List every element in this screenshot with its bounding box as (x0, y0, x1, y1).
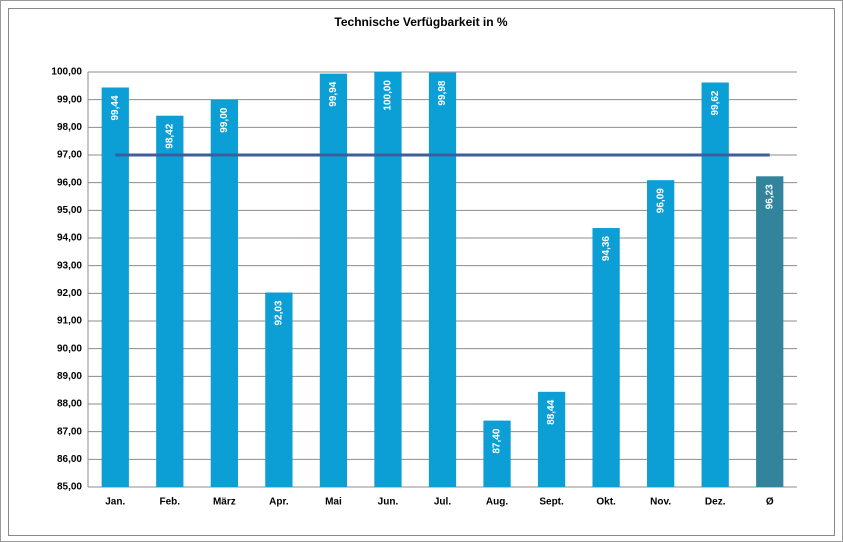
bar (374, 72, 402, 487)
x-tick-label: Sept. (539, 497, 564, 508)
data-label: 98,42 (164, 123, 175, 148)
x-tick-label: März (213, 497, 236, 508)
x-tick-label: Jun. (378, 497, 399, 508)
x-tick-label: Okt. (596, 497, 616, 508)
y-tick-label: 93,00 (57, 260, 82, 271)
bar (537, 391, 566, 487)
data-label: 87,40 (492, 428, 503, 453)
bar (210, 99, 238, 488)
y-tick-label: 86,00 (57, 454, 82, 465)
y-tick-label: 92,00 (57, 288, 82, 299)
x-tick-label: Apr. (269, 497, 289, 508)
x-tick-label: Jan. (105, 497, 125, 508)
data-label: 99,44 (110, 95, 121, 120)
bar (156, 115, 184, 488)
data-label: 99,62 (710, 90, 721, 115)
data-label: 99,98 (437, 80, 448, 105)
x-tick-label: Dez. (705, 497, 726, 508)
y-tick-label: 100,00 (51, 67, 82, 78)
bar (101, 87, 129, 487)
y-tick-label: 85,00 (57, 482, 82, 493)
x-tick-label: Feb. (160, 497, 181, 508)
y-tick-label: 94,00 (57, 233, 82, 244)
data-label: 88,44 (546, 399, 557, 424)
data-label: 99,00 (219, 107, 230, 132)
bar (265, 292, 293, 487)
y-tick-label: 90,00 (57, 343, 82, 354)
data-label: 94,36 (601, 236, 612, 261)
data-label: 100,00 (383, 80, 394, 111)
y-tick-label: 88,00 (57, 399, 82, 410)
x-tick-label: Aug. (486, 497, 508, 508)
x-tick-label: Jul. (434, 497, 451, 508)
bar (701, 82, 729, 487)
y-tick-label: 97,00 (57, 150, 82, 161)
bar (756, 176, 784, 487)
y-tick-label: 87,00 (57, 426, 82, 437)
chart-frame (8, 8, 835, 536)
y-tick-label: 98,00 (57, 122, 82, 133)
data-label: 96,09 (655, 188, 666, 213)
y-tick-label: 96,00 (57, 177, 82, 188)
chart-title: Technische Verfügbarkeit in % (334, 15, 507, 29)
x-tick-label: Ø (766, 497, 774, 508)
bar (428, 72, 457, 487)
bar (483, 420, 511, 487)
bar (592, 228, 620, 488)
y-tick-label: 99,00 (57, 94, 82, 105)
y-tick-label: 89,00 (57, 371, 82, 382)
data-label: 99,94 (328, 81, 339, 106)
y-tick-label: 95,00 (57, 205, 82, 216)
x-tick-label: Nov. (650, 497, 671, 508)
bar (647, 180, 675, 487)
data-label: 96,23 (764, 184, 775, 209)
bar (319, 73, 348, 487)
data-label: 92,03 (274, 300, 285, 325)
y-tick-label: 91,00 (57, 316, 82, 327)
x-tick-label: Mai (325, 497, 342, 508)
